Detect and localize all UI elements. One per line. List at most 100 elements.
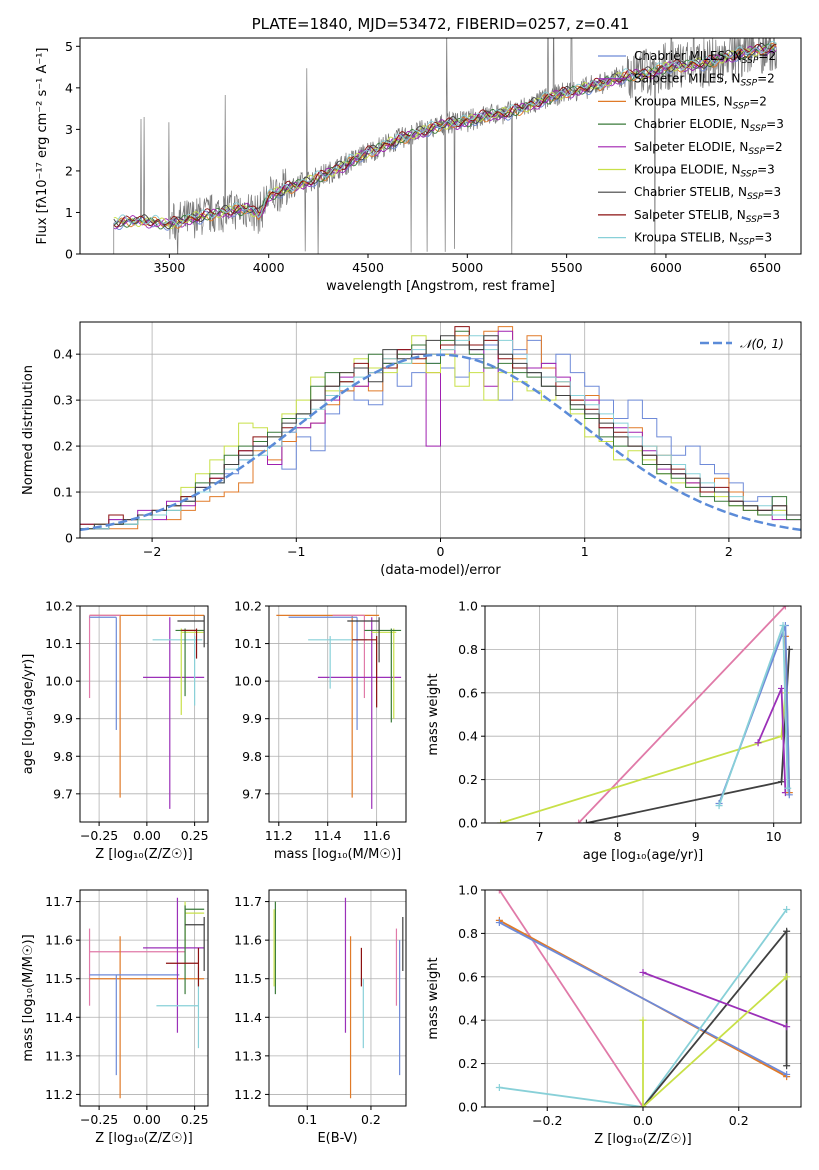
errorbar-point [88, 928, 186, 1006]
y-tick-label: 0.4 [458, 1013, 478, 1028]
x-tick-label: 0.1 [297, 1112, 317, 1127]
legend-text: Chabrier MILES, N [634, 49, 742, 63]
axes-frame [268, 605, 407, 823]
panel-mass_vs_Z: −0.25 0.00 0.25 11.2 11.3 11.4 11.5 11.6 11.7 Z [… [21, 889, 209, 1146]
x-axis-label: Z [log₁₀(Z/Z☉)] [594, 1132, 691, 1147]
weight-series-line [498, 921, 788, 1076]
x-tick-label: 0.0 [633, 1113, 653, 1128]
weight-series [754, 684, 789, 797]
errorbar-point [352, 636, 378, 708]
axes-frame [484, 605, 802, 824]
x-tick-label: −0.25 [80, 1112, 118, 1127]
errorbar-point [143, 897, 205, 1033]
y-tick-label: 11.5 [234, 971, 262, 986]
model-spectrum-line [113, 40, 777, 227]
weight-series [639, 973, 791, 1107]
plot-area [269, 890, 406, 1106]
legend-text: =3 [766, 117, 784, 131]
legend-subscript: SSP [733, 101, 750, 111]
x-tick-label: 3500 [153, 260, 185, 275]
y-tick-label: 9.8 [53, 749, 73, 764]
y-tick-label: 11.6 [45, 933, 73, 948]
x-tick-label: 5000 [451, 260, 483, 275]
y-tick-label: 4 [65, 80, 73, 95]
y-tick-label: 0 [65, 247, 73, 262]
weight-marker [783, 1023, 791, 1031]
x-tick-label: 0.25 [181, 1112, 209, 1127]
legend-text: Chabrier STELIB, N [634, 185, 747, 199]
weight-marker [777, 684, 785, 692]
x-tick-label: 9 [692, 829, 700, 844]
axes-frame [79, 605, 209, 823]
errorbar-point [177, 615, 205, 648]
errorbar-point [317, 617, 402, 809]
x-tick-label: 6000 [650, 260, 682, 275]
weight-marker [497, 819, 505, 823]
plot-area [485, 890, 801, 1107]
legend-subscript: SSP [738, 238, 755, 248]
y-tick-label: 10.1 [45, 636, 73, 651]
errorbar-point [181, 628, 198, 659]
legend-subscript: SSP [748, 147, 765, 157]
y-tick-label: 0.2 [458, 772, 478, 787]
y-tick-label: 10.0 [45, 674, 73, 689]
errorbar-point [184, 905, 205, 995]
y-tick-label: 0.8 [458, 642, 478, 657]
x-tick-label: −2 [143, 544, 161, 559]
x-tick-label: 1 [581, 544, 589, 559]
gaussian-reference-line [80, 353, 801, 532]
panel-age_vs_Z: −0.25 0.00 0.25 9.7 9.8 9.9 10.0 10.1 10.2 Z [log… [21, 599, 209, 863]
errorbar-point [89, 974, 180, 1076]
x-axis-label: age [log₁₀(age/yr)] [583, 848, 704, 863]
plot-area [269, 606, 406, 822]
weight-marker [783, 906, 791, 914]
weight-marker [784, 784, 792, 792]
plot-area [80, 606, 208, 822]
weight-series [497, 689, 789, 823]
axes-frame [79, 37, 802, 255]
legend-label: Chabrier STELIB, NSSP=3 [634, 185, 781, 202]
y-tick-label: 0.2 [458, 1056, 478, 1071]
weight-marker [639, 968, 647, 976]
panel-spectrum: 3500 4000 4500 5000 5500 6000 6500 0 1 2 3 4 5 wavele… [35, 15, 802, 294]
legend-text: =3 [754, 231, 772, 245]
legend-label: 𝒩(0, 1) [740, 337, 784, 351]
legend-label: Chabrier MILES, NSSP=2 [634, 49, 776, 66]
weight-series-line [499, 908, 788, 1107]
weight-series-line [642, 971, 787, 1028]
x-axis-label: E(B-V) [317, 1131, 357, 1146]
y-tick-label: 11.7 [45, 894, 73, 909]
y-tick-label: 11.7 [234, 894, 262, 909]
y-tick-label: 1.0 [458, 883, 478, 898]
errorbar-point [89, 616, 117, 730]
y-tick-label: 0.4 [53, 347, 73, 362]
weight-marker [495, 919, 503, 927]
legend-text: Kroupa MILES, N [634, 94, 733, 108]
weight-series-line [498, 890, 644, 1107]
weight-series [495, 890, 647, 1107]
y-axis-label: Flux [fλ10⁻¹⁷ erg cm⁻² s⁻¹ A⁻¹] [35, 48, 50, 245]
x-tick-label: 7 [536, 829, 544, 844]
errorbar-point [371, 628, 397, 719]
legend-label: Salpeter ELODIE, NSSP=2 [634, 140, 783, 157]
y-tick-label: 11.6 [234, 933, 262, 948]
legend-label: Kroupa STELIB, NSSP=3 [634, 231, 772, 248]
y-tick-label: 10.0 [234, 674, 262, 689]
legend-label: Salpeter STELIB, NSSP=3 [634, 208, 780, 225]
panel-weight_vs_age: 7 8 9 10 0.0 0.2 0.4 0.6 0.8 1.0 age [log₁₀(age/yr… [426, 599, 802, 863]
y-tick-label: 9.7 [53, 786, 73, 801]
y-tick-label: 9.9 [242, 711, 262, 726]
weight-marker [495, 890, 503, 894]
y-tick-label: 10.1 [234, 636, 262, 651]
observed-spectrum-line [113, 38, 778, 254]
weight-marker [777, 778, 785, 786]
weight-marker [495, 1083, 503, 1091]
weight-series [715, 622, 792, 810]
legend-text: =3 [764, 185, 782, 199]
legend-label: Chabrier ELODIE, NSSP=3 [634, 117, 784, 134]
y-tick-label: 10.2 [45, 599, 73, 614]
y-tick-label: 9.9 [53, 711, 73, 726]
errorbar-point [165, 947, 200, 987]
x-axis-label: wavelength [Angstrom, rest frame] [326, 279, 555, 294]
